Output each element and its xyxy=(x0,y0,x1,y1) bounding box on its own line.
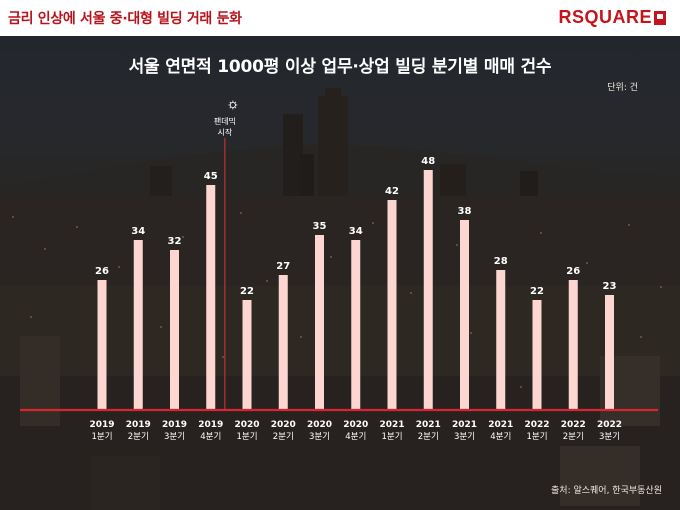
bar xyxy=(315,235,324,410)
x-tick-year: 2021 xyxy=(452,420,477,430)
annotation-label-line2: 시작 xyxy=(218,127,233,137)
x-tick-quarter: 2분기 xyxy=(563,432,584,442)
data-label: 27 xyxy=(276,261,290,272)
data-label: 26 xyxy=(566,266,580,277)
headline: 금리 인상에 서울 중·대형 빌딩 거래 둔화 xyxy=(8,11,242,27)
data-label: 45 xyxy=(204,171,218,182)
x-tick-year: 2020 xyxy=(307,420,332,430)
bar xyxy=(568,280,578,410)
bar xyxy=(351,240,361,410)
data-label: 35 xyxy=(313,221,327,232)
x-tick-year: 2022 xyxy=(561,420,586,430)
x-tick-year: 2022 xyxy=(597,420,622,430)
virus-icon xyxy=(228,100,238,110)
unit-label: 단위: 건 xyxy=(607,83,638,93)
data-label: 42 xyxy=(385,186,399,197)
annotation-label-line1: 팬데믹 xyxy=(214,116,236,126)
data-label: 34 xyxy=(349,226,363,237)
x-tick-year: 2019 xyxy=(162,420,187,430)
data-label: 23 xyxy=(603,281,617,292)
chart-panel: 서울 연면적 1000평 이상 업무·상업 빌딩 분기별 매매 건수 단위: 건… xyxy=(0,36,680,510)
data-label: 48 xyxy=(421,156,435,167)
source-note: 출처: 알스퀘어, 한국부동산원 xyxy=(551,486,662,496)
x-tick-quarter: 2분기 xyxy=(273,432,294,442)
data-label: 34 xyxy=(131,226,145,237)
x-tick-quarter: 2분기 xyxy=(128,432,149,442)
bar xyxy=(278,275,288,410)
bar xyxy=(496,270,506,410)
x-tick-quarter: 1분기 xyxy=(381,432,402,442)
x-tick-year: 2022 xyxy=(524,420,549,430)
x-tick-quarter: 3분기 xyxy=(164,432,185,442)
data-label: 22 xyxy=(530,286,544,297)
bar xyxy=(97,280,107,410)
logo-mark-icon xyxy=(654,10,666,25)
x-tick-quarter: 2분기 xyxy=(418,432,439,442)
bar xyxy=(605,295,614,410)
data-label: 28 xyxy=(494,256,508,267)
bar xyxy=(242,300,252,410)
x-tick-quarter: 1분기 xyxy=(526,432,547,442)
x-tick-quarter: 4분기 xyxy=(490,432,511,442)
city-skyline-background xyxy=(0,88,680,510)
x-tick-year: 2021 xyxy=(488,420,513,430)
x-tick-year: 2019 xyxy=(89,420,114,430)
bar xyxy=(133,240,143,410)
bar xyxy=(532,300,542,410)
bar xyxy=(170,250,179,410)
x-tick-quarter: 1분기 xyxy=(91,432,112,442)
x-tick-quarter: 3분기 xyxy=(599,432,620,442)
data-label: 22 xyxy=(240,286,254,297)
data-label: 26 xyxy=(95,266,109,277)
data-label: 38 xyxy=(458,206,472,217)
header-bar: 금리 인상에 서울 중·대형 빌딩 거래 둔화 RSQUARE xyxy=(0,0,680,36)
bar xyxy=(423,170,433,410)
x-tick-quarter: 4분기 xyxy=(345,432,366,442)
rsquare-logo: RSQUARE xyxy=(558,7,666,28)
x-tick-year: 2019 xyxy=(126,420,151,430)
x-tick-year: 2020 xyxy=(343,420,368,430)
logo-text: RSQUARE xyxy=(558,7,652,27)
bar xyxy=(387,200,397,410)
bar xyxy=(206,185,216,410)
x-tick-quarter: 4분기 xyxy=(200,432,221,442)
x-tick-year: 2021 xyxy=(416,420,441,430)
x-tick-quarter: 3분기 xyxy=(309,432,330,442)
background-overlay xyxy=(0,36,680,510)
chart-title: 서울 연면적 1000평 이상 업무·상업 빌딩 분기별 매매 건수 xyxy=(128,57,552,77)
x-tick-year: 2021 xyxy=(379,420,404,430)
x-tick-year: 2019 xyxy=(198,420,223,430)
x-tick-quarter: 1분기 xyxy=(236,432,257,442)
x-tick-year: 2020 xyxy=(271,420,296,430)
bar xyxy=(460,220,469,410)
data-label: 32 xyxy=(168,236,182,247)
x-tick-year: 2020 xyxy=(234,420,259,430)
x-tick-quarter: 3분기 xyxy=(454,432,475,442)
